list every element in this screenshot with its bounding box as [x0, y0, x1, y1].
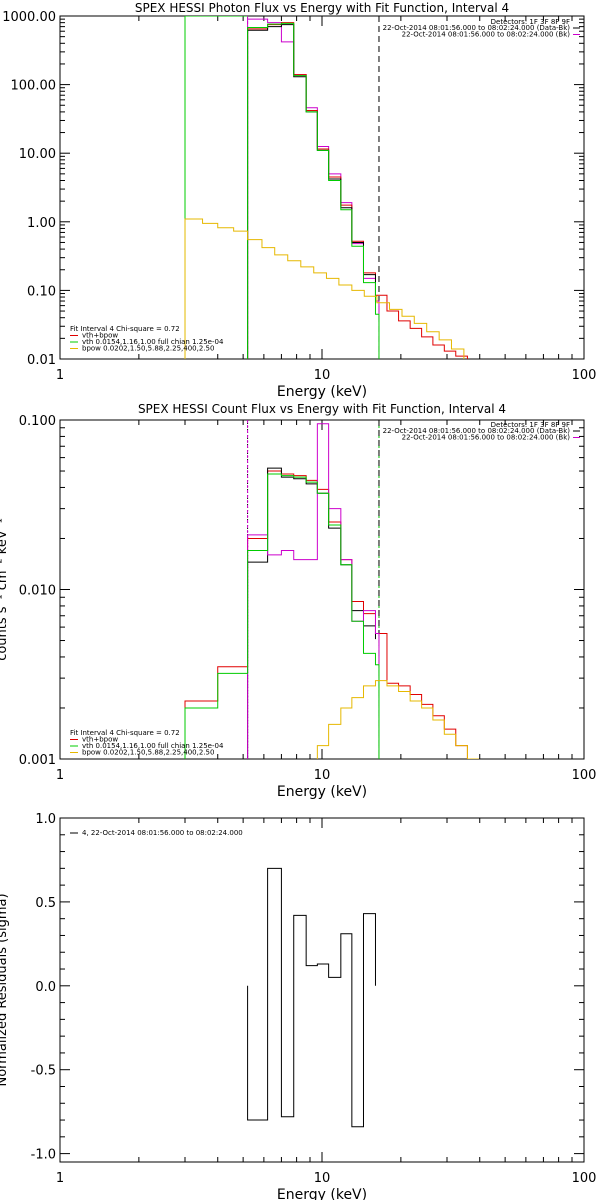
series-line	[316, 680, 479, 759]
x-tick-label: 1	[56, 1171, 64, 1186]
y-tick-label: 0.01	[27, 353, 56, 368]
x-tick-label: 100	[572, 368, 597, 383]
x-tick-label: 1	[56, 768, 64, 783]
legend-text: vth+bpow	[82, 736, 118, 744]
y-tick-label: 1000.00	[2, 10, 56, 25]
legend-text: vth 0.0154,1.16,1.00 full chian 1.25e-04	[82, 338, 224, 346]
panel-3: 1 10 100 -1.0 -0.5 0.0 0.5 1.0 Energy (keV) Norma…	[0, 812, 596, 1200]
y-tick-label: 0.001	[19, 753, 56, 768]
legend-text: vth+bpow	[82, 332, 118, 340]
series-line	[247, 423, 380, 759]
legend-text: bpow 0.0202,1.50,5.88,2.25,400,2.50	[82, 749, 214, 757]
x-tick-label: 10	[314, 368, 331, 383]
plot-area	[184, 420, 479, 759]
series-line	[184, 470, 479, 759]
y-tick-label: -1.0	[31, 1148, 56, 1163]
panel-2: SPEX HESSI Count Flux vs Energy with Fit…	[0, 402, 596, 800]
time-legend-text: 22-Oct-2014 08:01:56.000 to 08:02:24.000…	[402, 31, 571, 39]
plot-area	[247, 867, 376, 1128]
plot-frame	[59, 817, 585, 1163]
series-line	[184, 16, 248, 359]
series-line	[247, 467, 376, 759]
legend-text: Fit Interval 4 Chi-square = 0.72	[70, 729, 180, 737]
y-axis-label: Normalized Residuals (sigma)	[0, 893, 10, 1086]
plot-frame	[59, 15, 585, 360]
chart-title: SPEX HESSI Photon Flux vs Energy with Fi…	[135, 1, 509, 15]
series-line	[247, 18, 380, 359]
chart-title: SPEX HESSI Count Flux vs Energy with Fit…	[138, 402, 506, 416]
x-tick-label: 10	[314, 1171, 331, 1186]
plot-area	[184, 16, 468, 359]
series-line	[247, 22, 468, 359]
detectors-label: Detectors: 1F 3F 8F 9F	[491, 421, 570, 429]
y-tick-label: 0.5	[35, 896, 56, 911]
series-line	[184, 218, 465, 359]
y-tick-label: 10.00	[19, 147, 56, 162]
legend-text: vth 0.0154,1.16,1.00 full chian 1.25e-04	[82, 742, 224, 750]
y-axis-label: counts s⁻¹ cm⁻² keV⁻¹	[0, 518, 10, 661]
series-line	[247, 24, 376, 359]
y-tick-label: 1.0	[35, 812, 56, 827]
time-legend-text: 22-Oct-2014 08:01:56.000 to 08:02:24.000…	[383, 24, 571, 32]
plot-frame	[59, 419, 585, 760]
y-tick-label: -0.5	[31, 1064, 56, 1079]
x-tick-label: 100	[572, 768, 597, 783]
legend-text: bpow 0.0202,1.50,5.88,2.25,400,2.50	[82, 345, 214, 353]
x-tick-label: 10	[314, 768, 331, 783]
time-legend-text: 22-Oct-2014 08:01:56.000 to 08:02:24.000…	[402, 434, 571, 442]
x-axis-label: Energy (keV)	[277, 1187, 367, 1200]
x-axis-label: Energy (keV)	[277, 384, 367, 400]
legend-text: Fit Interval 4 Chi-square = 0.72	[70, 325, 180, 333]
series-line	[184, 473, 380, 759]
y-tick-label: 0.0	[35, 980, 56, 995]
panel-1: SPEX HESSI Photon Flux vs Energy with Fi…	[2, 1, 596, 400]
series-line	[247, 22, 380, 359]
y-tick-label: 1.00	[27, 216, 56, 231]
legend-text: 4, 22-Oct-2014 08:01:56.000 to 08:02:24.…	[82, 829, 243, 837]
time-legend-text: 22-Oct-2014 08:01:56.000 to 08:02:24.000…	[383, 427, 571, 435]
x-axis-label: Energy (keV)	[277, 784, 367, 800]
y-tick-label: 0.10	[27, 284, 56, 299]
detectors-label: Detectors: 1F 3F 8F 9F	[491, 18, 570, 26]
y-tick-label: 0.100	[19, 414, 56, 429]
series-line	[247, 867, 376, 1128]
y-tick-label: 100.00	[11, 79, 57, 94]
x-tick-label: 1	[56, 368, 64, 383]
x-tick-label: 100	[572, 1171, 597, 1186]
y-tick-label: 0.010	[19, 584, 56, 599]
